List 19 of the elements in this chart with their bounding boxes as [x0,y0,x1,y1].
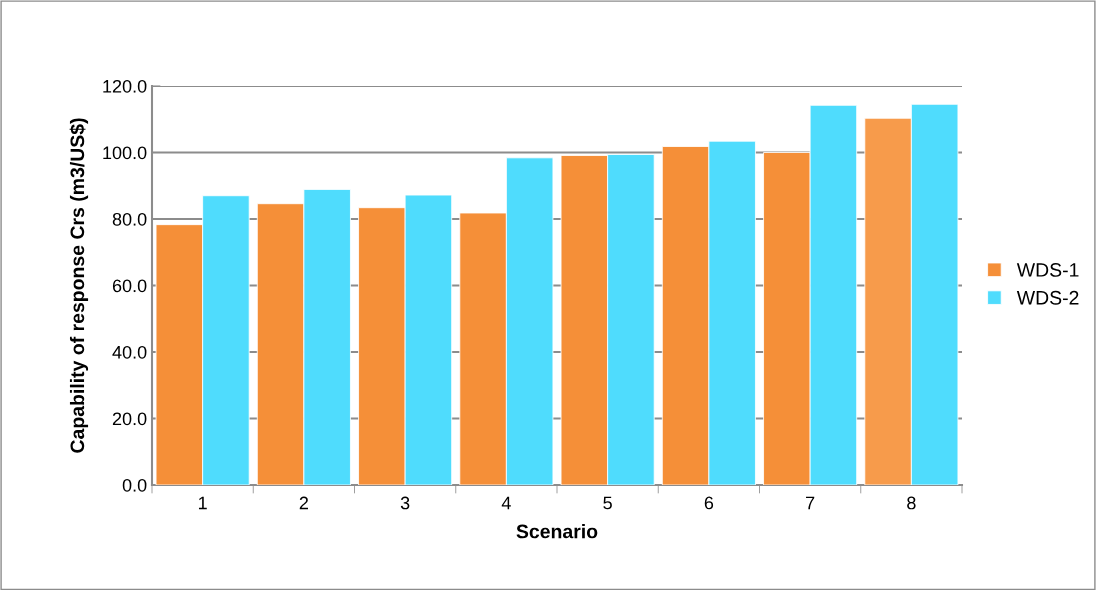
legend-label: WDS-2 [1016,290,1079,305]
legend-label: WDS-1 [1016,263,1079,277]
y-tick-label: 120.0 [103,79,147,93]
x-tick-label: 4 [501,496,511,510]
y-tick-label: 0.0 [122,478,147,492]
y-tick-label: 60.0 [112,279,147,293]
y-tick-label: 40.0 [112,345,147,359]
x-tick-label: 1 [198,496,207,510]
x-tick-label: 8 [907,496,916,510]
x-tick-label: 3 [400,496,410,510]
x-tick-label: 7 [806,496,815,510]
y-tick-label: 80.0 [112,212,147,226]
y-tick-label: 100.0 [103,146,147,160]
x-tick-label: 2 [299,496,308,510]
y-axis-title: Capability of response Crs (m3/US$) [69,118,89,453]
x-tick-label: 5 [603,496,612,510]
x-axis-title: Scenario [516,524,598,539]
y-tick-label: 20.0 [112,412,147,426]
x-tick-label: 6 [704,496,714,510]
